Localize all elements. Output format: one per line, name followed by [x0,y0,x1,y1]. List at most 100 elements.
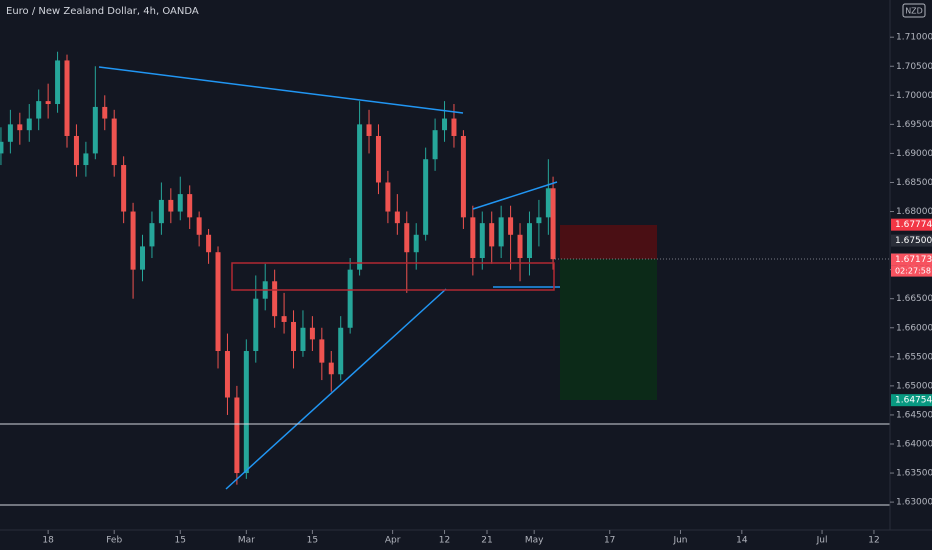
candle-body [550,188,556,260]
candle-body [404,223,410,253]
x-tick-label: 12 [439,536,450,546]
candle-body [460,135,466,218]
x-tick-label: 17 [604,536,615,546]
candle-body [338,327,344,375]
y-tick-label: 1.64000 [896,439,932,449]
x-tick-label: May [525,536,544,546]
price-label: 1.67774 [895,220,932,230]
x-tick-label: 18 [42,536,54,546]
drawings [0,66,890,506]
candle-body [309,327,315,340]
y-tick-label: 1.68500 [896,178,932,188]
candle-body [300,327,306,352]
candle-body [121,165,127,212]
candle-body [470,217,476,259]
candle-body [64,60,70,136]
x-tick-label: 14 [736,536,748,546]
x-tick-label: Jul [816,536,828,546]
plot-area [0,51,556,485]
candle-body [224,351,230,398]
candle-body [394,211,400,224]
zone-rectangle [231,262,555,291]
x-tick-label: Apr [385,536,401,546]
axes: 1.71000 1.70500 1.70000 1.69500 1.69000 1.685… [42,33,932,546]
candle-body [0,141,4,154]
candle-body [347,269,353,328]
currency-box[interactable] [902,3,926,18]
candle-body [45,101,51,105]
candle-body [206,234,212,253]
candle-body [545,188,551,218]
x-tick-label: 15 [307,536,318,546]
candle-body [357,124,363,270]
candle-body [385,182,391,212]
y-tick-label: 1.71000 [896,33,932,43]
candle-body [55,60,61,105]
price-label: 1.64754 [895,396,932,406]
candle-body [111,118,117,166]
countdown-box [891,265,932,277]
candle-body [26,118,32,131]
price-label-box [891,253,932,266]
candle-body [423,159,429,235]
x-tick-label: Mar [238,536,255,546]
candle-body [158,199,164,224]
x-tick-label: Feb [106,536,122,546]
y-tick-label: 1.68000 [896,207,932,217]
candle-body [36,101,42,119]
y-tick-label: 1.69000 [896,149,932,159]
target-zone [560,259,657,400]
candle-body [17,124,23,131]
candle-body [489,223,495,247]
candle-body [291,321,297,352]
price-label: 1.67173 [895,255,932,265]
candle-body [366,124,372,136]
y-tick-label: 1.69500 [896,120,932,130]
candle-body [272,281,278,317]
candle-body [413,234,419,253]
candle-body [215,252,221,352]
candle-body [479,223,485,259]
x-tick-label: 21 [481,536,492,546]
candle-body [498,217,504,247]
candle-body [102,106,108,119]
candle-body [281,316,287,322]
price-label-box [891,234,932,247]
candle-body [253,298,259,352]
x-tick-label: 15 [175,536,186,546]
candle-body [517,234,523,259]
x-tick-label: 12 [868,536,879,546]
price-label-box [891,394,932,407]
candle-body [140,246,146,270]
trend-line [472,181,558,210]
price-label: 1.67500 [895,236,932,246]
candle-body [187,194,193,218]
candle-body [328,362,334,375]
chart-title: Euro / New Zealand Dollar, 4h, OANDA [6,6,199,17]
candle-body [508,217,514,235]
trend-line [225,288,447,490]
candle-body [177,194,183,212]
candle-body [149,223,155,247]
candle-body [73,135,79,166]
y-tick-label: 1.63000 [896,498,932,508]
candle-body [319,339,325,363]
candle-body [83,153,89,166]
y-tick-label: 1.70500 [896,62,932,72]
y-tick-label: 1.70000 [896,91,932,101]
trend-line [98,66,464,114]
y-tick-label: 1.65500 [896,352,932,362]
y-tick-label: 1.63500 [896,469,932,479]
candle-body [526,223,532,259]
candle-body [92,106,98,154]
y-tick-label: 1.64500 [896,410,932,420]
candle-body [168,199,174,212]
y-tick-label: 1.65000 [896,381,932,391]
currency-label[interactable]: NZD [905,7,923,16]
candle-body [243,351,249,474]
candle-body [7,124,13,142]
countdown: 02:27:58 [895,267,931,276]
candle-body [432,130,438,160]
